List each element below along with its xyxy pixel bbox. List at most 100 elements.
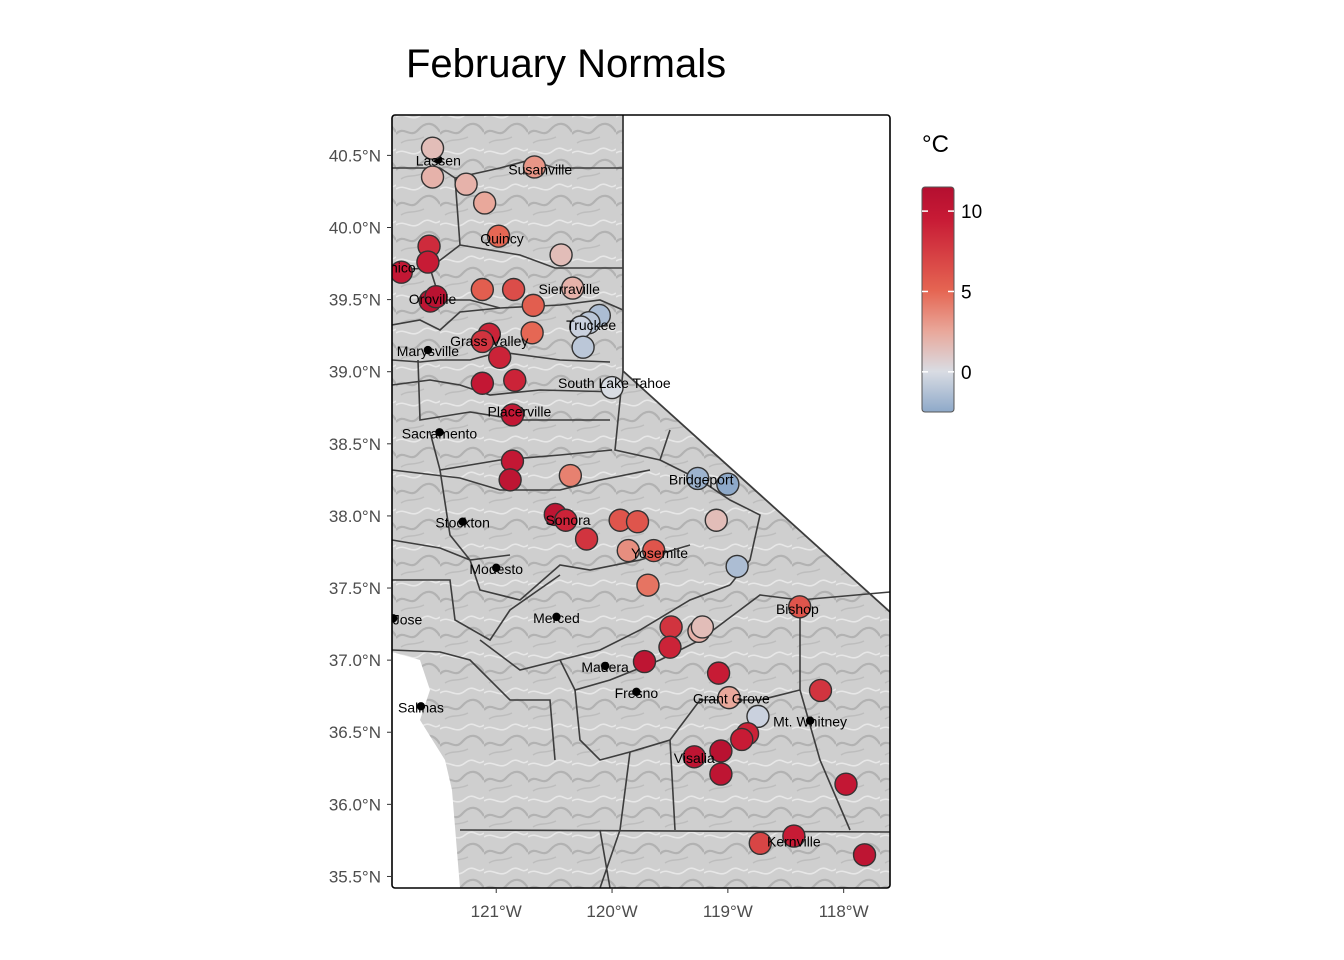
city-label-truckee: Truckee (566, 317, 616, 333)
station-point (625, 509, 650, 534)
y-tick-label: 36.0°N (329, 795, 381, 814)
station-point (686, 466, 710, 491)
city-dot-fresno (632, 687, 641, 697)
city-label-madera: Madera (581, 659, 629, 675)
y-tick-label: 39.5°N (329, 291, 381, 310)
station-point (520, 321, 544, 345)
station-point (717, 685, 741, 710)
city-label-salinas: Salinas (398, 699, 444, 715)
station-point (554, 508, 578, 532)
station-point (501, 277, 526, 302)
city-dot-modesto (492, 563, 501, 573)
station-point (748, 831, 772, 855)
city-label-south-lake-tahoe: South Lake Tahoe (558, 375, 671, 391)
city-dot-madera (600, 661, 610, 671)
legend-tick-label: 0 (961, 363, 972, 384)
city-label-yosemite: Yosemite (631, 545, 688, 561)
station-point (709, 762, 733, 786)
map-title: February Normals (406, 42, 727, 86)
city-label-susanville: Susanville (508, 161, 572, 177)
city-dot-salinas (416, 702, 426, 711)
city-label-bishop: Bishop (776, 601, 819, 617)
station-point (472, 191, 497, 215)
station-point (522, 155, 547, 179)
city-label-oroville: Oroville (409, 291, 457, 307)
y-axis: 40.5°N 40.0°N 39.5°N 39.0°N 38.5°N 38.0°N 37.5… (329, 146, 392, 886)
city-dot-merced (552, 612, 561, 622)
city-dot-mt-whitney (805, 716, 815, 725)
city-label-visalia: Visalia (674, 750, 715, 766)
city-label-san-jose: San Jose (364, 611, 423, 627)
station-point (642, 538, 666, 563)
station-point (690, 615, 715, 639)
station-point (636, 573, 660, 597)
city-label-lassen: Lassen (416, 153, 461, 169)
city-label-fresno: Fresno (615, 685, 659, 701)
city-label-merced: Merced (533, 610, 580, 626)
map-panel: Lassen Susanville Quincy Chico Oroville Sierr… (364, 115, 890, 888)
station-point (416, 250, 440, 274)
city-label-mt-whitney: Mt. Whitney (773, 714, 847, 730)
station-point (659, 615, 683, 639)
station-point (808, 678, 833, 703)
station-point (500, 403, 525, 427)
y-tick-label: 35.5°N (329, 867, 381, 886)
station-point (706, 661, 731, 685)
station-point (782, 824, 806, 848)
station-point (746, 704, 770, 729)
station-point (424, 285, 448, 309)
stations-layer (392, 136, 877, 867)
station-point (558, 463, 583, 488)
station-point (470, 329, 495, 354)
y-tick-label: 37.0°N (329, 651, 381, 670)
station-point (498, 468, 522, 492)
legend-tick-label: 10 (961, 202, 982, 223)
station-point (392, 260, 413, 284)
city-label-chico: Chico (380, 259, 416, 275)
y-tick-label: 37.5°N (329, 579, 381, 598)
monterey-bay-water (392, 652, 460, 888)
legend: °C 0 5 10 (921, 131, 982, 413)
city-dot-sacramento (435, 428, 444, 437)
station-point (658, 635, 682, 659)
city-label-grass-valley: Grass Valley (450, 333, 528, 349)
y-tick-label: 40.5°N (329, 146, 381, 165)
city-label-sierraville: Sierraville (538, 281, 600, 297)
x-tick-label: 121°W (471, 902, 522, 921)
city-label-modesto: Modesto (469, 561, 523, 577)
station-point (852, 843, 877, 867)
station-point (709, 739, 733, 763)
legend-colorbar (921, 186, 955, 413)
city-label-kernville: Kernville (767, 833, 821, 849)
station-point (454, 172, 478, 196)
y-tick-label: 40.0°N (329, 218, 381, 237)
city-label-sacramento: Sacramento (402, 425, 478, 441)
y-tick-label: 36.5°N (329, 723, 381, 742)
station-point (716, 472, 740, 496)
station-point (560, 276, 585, 300)
station-point (682, 745, 706, 769)
station-point (730, 727, 754, 752)
station-point (503, 368, 527, 393)
city-dot-stockton (458, 517, 467, 526)
station-point (521, 293, 545, 318)
panel-border (391, 114, 891, 889)
y-tick-label: 39.0°N (329, 363, 381, 382)
legend-tick-label: 5 (961, 282, 972, 303)
station-point (420, 136, 445, 160)
y-tick-label: 38.5°N (329, 435, 381, 454)
city-label-bridgeport: Bridgeport (669, 471, 734, 487)
station-point (600, 375, 624, 400)
x-tick-label: 119°W (703, 902, 753, 921)
california-land (392, 115, 890, 888)
x-tick-label: 118°W (819, 902, 869, 921)
legend-title: °C (922, 131, 949, 158)
station-point (834, 772, 858, 796)
city-dot-marysville (423, 345, 433, 355)
city-label-stockton: Stockton (435, 515, 489, 531)
station-point (574, 527, 599, 551)
city-dot-san-jose (392, 614, 398, 623)
city-label-grant-grove: Grant Grove (693, 691, 770, 707)
city-label-placerville: Placerville (487, 404, 551, 420)
